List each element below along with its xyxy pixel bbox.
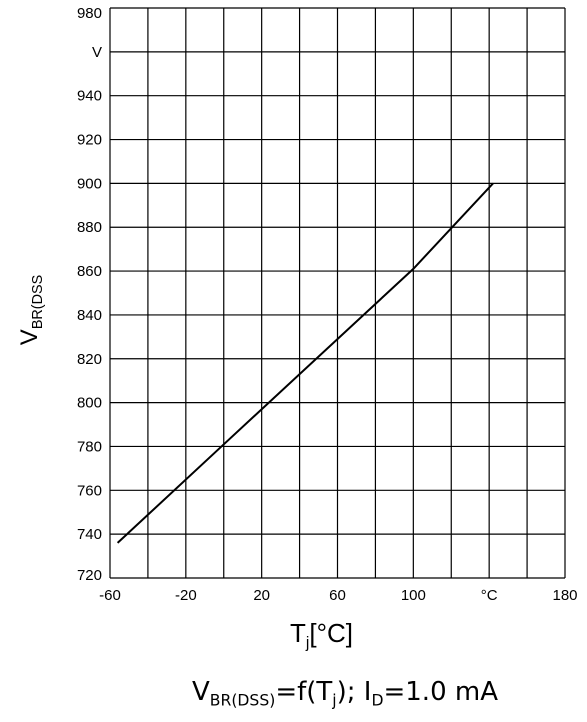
y-tick-label: V bbox=[92, 44, 102, 61]
x-tick-label: -60 bbox=[99, 587, 121, 604]
y-tick-label: 840 bbox=[77, 307, 102, 324]
y-tick-label: 720 bbox=[77, 567, 102, 584]
y-tick-label: 860 bbox=[77, 263, 102, 280]
y-tick-label: 900 bbox=[77, 175, 102, 192]
caption-tail: =1.0 mA bbox=[383, 677, 498, 707]
x-axis-label-unit: [°C] bbox=[309, 618, 353, 648]
y-tick-label: 800 bbox=[77, 395, 102, 412]
y-tick-label: 760 bbox=[77, 482, 102, 499]
y-tick-label: 940 bbox=[77, 88, 102, 105]
caption-i-sub: D bbox=[371, 691, 384, 710]
x-tick-label: 180 bbox=[552, 587, 577, 604]
x-axis-label-main: T bbox=[290, 618, 306, 648]
caption-v-sub: BR(DSS) bbox=[209, 691, 276, 710]
tick-labels: 720 740 760 780 800 820 840 860 880 900 920 940 V 980… bbox=[77, 5, 578, 604]
x-axis-label: Tj[°C] bbox=[290, 618, 353, 652]
y-axis-label-main: V bbox=[16, 329, 43, 346]
x-tick-label: 20 bbox=[253, 587, 270, 604]
y-tick-label: 740 bbox=[77, 526, 102, 543]
y-tick-label: 780 bbox=[77, 438, 102, 455]
caption-v: V bbox=[192, 677, 210, 707]
y-tick-label: 920 bbox=[77, 132, 102, 149]
y-tick-label: 880 bbox=[77, 219, 102, 236]
y-tick-label: 820 bbox=[77, 351, 102, 368]
x-tick-label: -20 bbox=[175, 587, 197, 604]
y-axis-label-sub: BR(DSS bbox=[30, 274, 47, 330]
caption-t-sub: j bbox=[332, 691, 337, 710]
y-axis-label: VBR(DSS bbox=[10, 250, 50, 370]
x-axis-label-sub: j bbox=[305, 634, 310, 652]
caption-eq: =f(T bbox=[275, 677, 333, 707]
x-tick-label: 100 bbox=[401, 587, 426, 604]
y-tick-label: 980 bbox=[77, 5, 102, 22]
x-tick-label: °C bbox=[481, 587, 498, 604]
chart-caption: VBR(DSS)=f(Tj); ID=1.0 mA bbox=[192, 677, 498, 710]
caption-close: ); I bbox=[336, 677, 372, 707]
chart-series bbox=[116, 182, 494, 544]
x-tick-label: 60 bbox=[329, 587, 346, 604]
chart-grid bbox=[109, 7, 566, 579]
series-line bbox=[116, 182, 494, 544]
